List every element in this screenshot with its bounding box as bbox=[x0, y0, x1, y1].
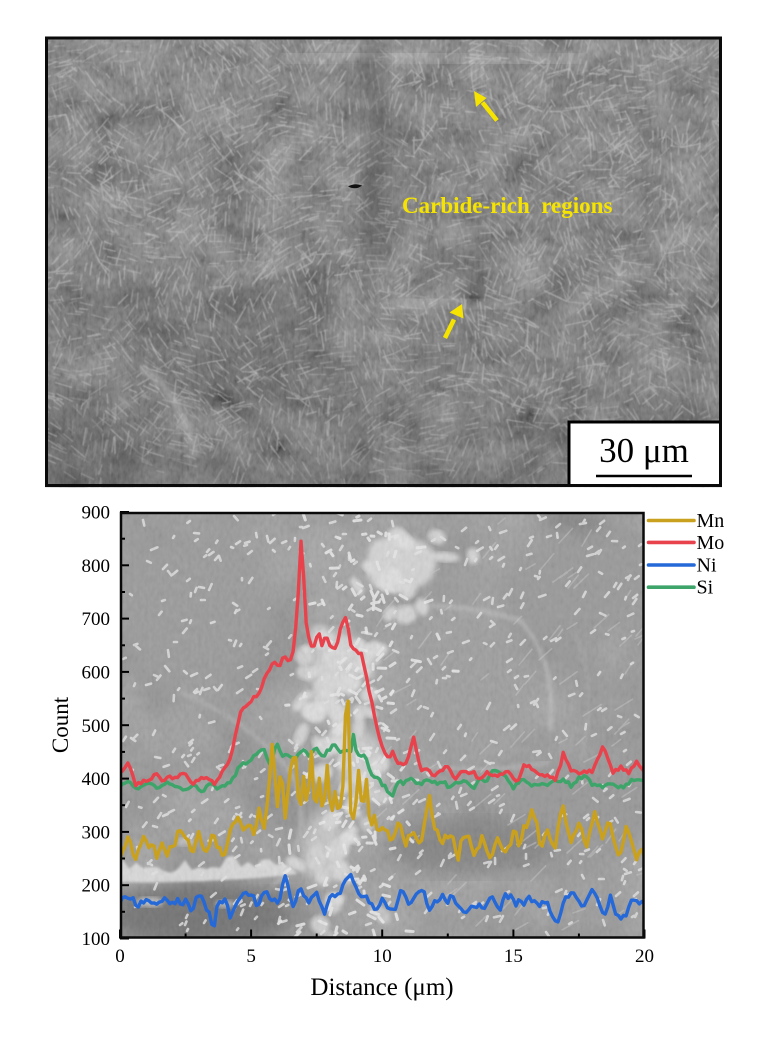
svg-text:Si: Si bbox=[697, 577, 714, 599]
svg-text:Mo: Mo bbox=[697, 532, 725, 554]
svg-text:0: 0 bbox=[115, 946, 125, 967]
svg-text:100: 100 bbox=[82, 929, 111, 950]
svg-text:600: 600 bbox=[82, 662, 111, 683]
svg-text:400: 400 bbox=[82, 769, 111, 790]
svg-text:Carbide-rich regions: Carbide-rich regions bbox=[402, 193, 612, 218]
svg-text:300: 300 bbox=[82, 822, 111, 843]
svg-text:Mn: Mn bbox=[697, 510, 725, 532]
svg-text:Count: Count bbox=[48, 696, 73, 753]
svg-text:30 μm: 30 μm bbox=[599, 431, 689, 470]
svg-text:900: 900 bbox=[82, 503, 111, 524]
svg-text:200: 200 bbox=[82, 876, 111, 897]
svg-text:5: 5 bbox=[246, 946, 256, 967]
svg-text:700: 700 bbox=[82, 609, 111, 630]
svg-text:10: 10 bbox=[373, 946, 392, 967]
svg-text:800: 800 bbox=[82, 556, 111, 577]
svg-text:20: 20 bbox=[635, 946, 654, 967]
svg-text:15: 15 bbox=[504, 946, 523, 967]
svg-text:500: 500 bbox=[82, 716, 111, 737]
svg-text:Distance (μm): Distance (μm) bbox=[310, 974, 453, 1001]
svg-text:Ni: Ni bbox=[697, 555, 717, 577]
